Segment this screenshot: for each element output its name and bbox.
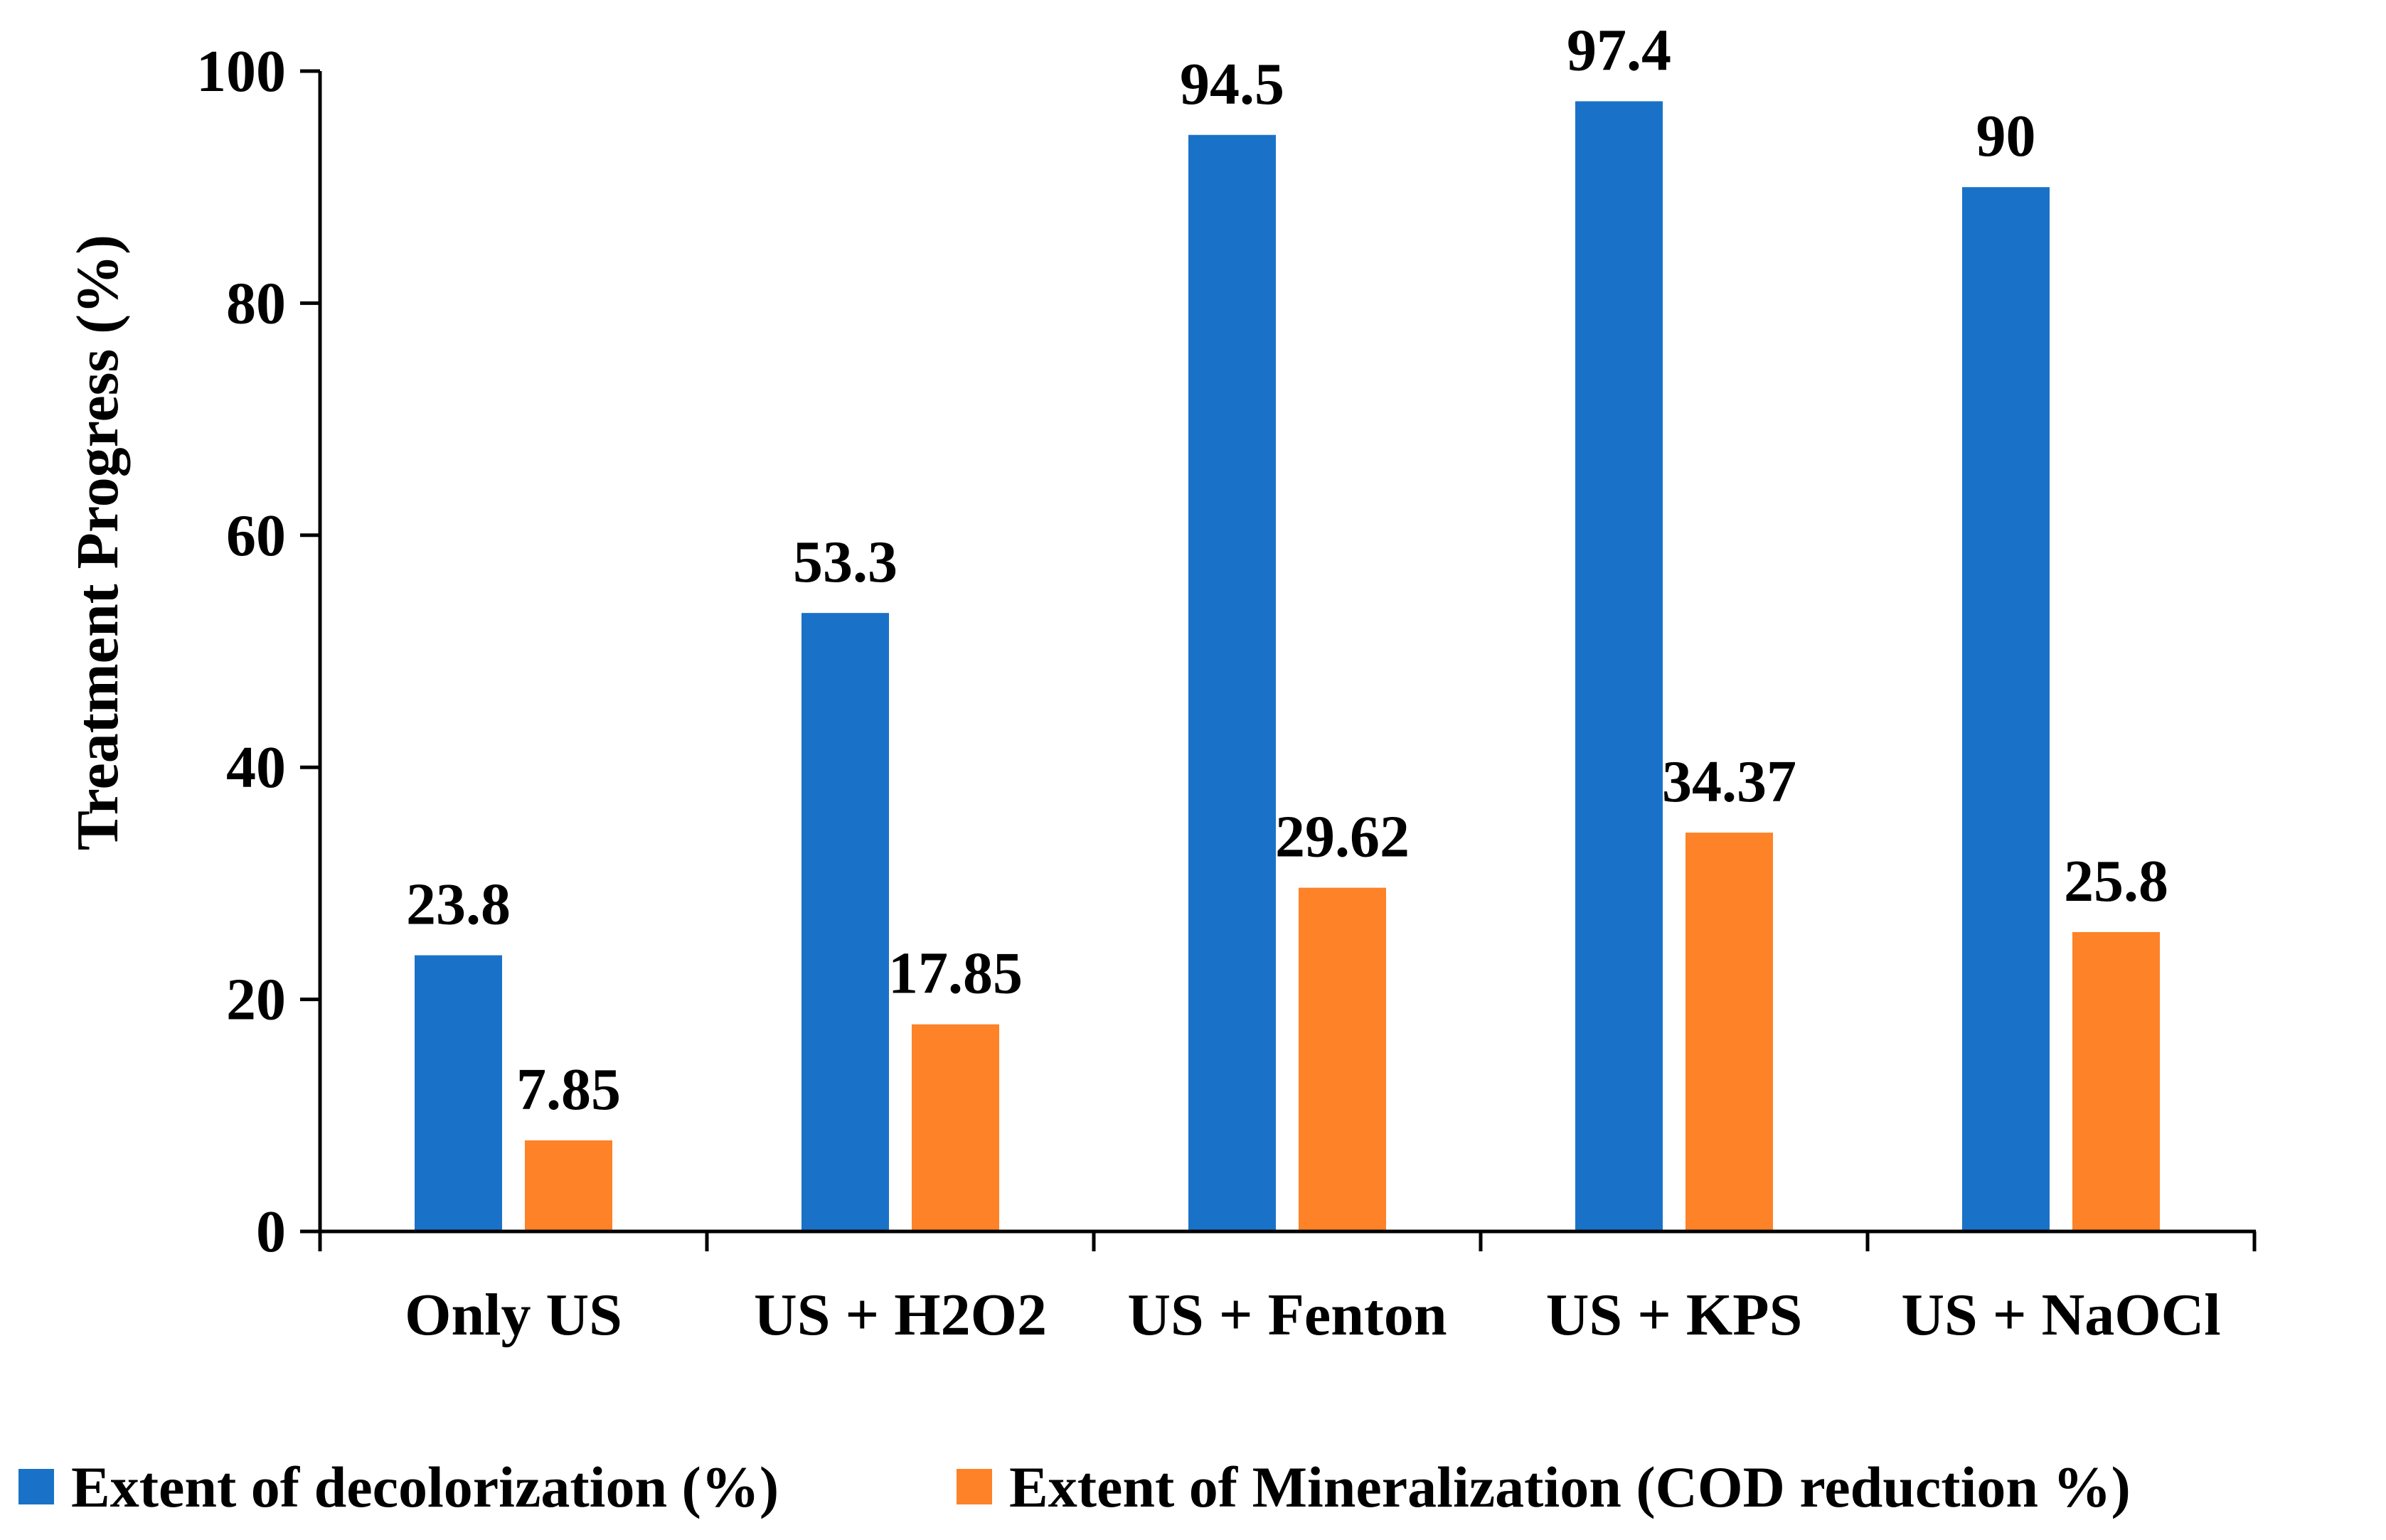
bar-value-label: 34.37 [1662,749,1796,815]
y-tick-label: 60 [226,503,286,569]
bar-value-labels: 23.8 53.3 94.5 97.4 90 7.85 17.85 29.62 34.37 25.… [406,17,2168,1122]
bar-value-label: 94.5 [1180,51,1284,117]
y-tick-label: 0 [256,1199,286,1265]
x-tick-label: Only US [405,1282,622,1348]
bar-value-label: 97.4 [1567,17,1671,83]
bar-mineralization [2072,931,2160,1231]
bar-value-label: 90 [1976,103,2036,169]
y-tick-label: 80 [226,270,286,336]
bar-decolorization [1962,187,2050,1232]
bar-value-label: 23.8 [406,872,511,938]
bar-value-label: 29.62 [1275,804,1410,870]
legend-swatch-decolorization [18,1469,54,1504]
legend-label-mineralization: Extent of Mineralization (COD reduction … [1009,1455,2131,1519]
y-tick-label: 100 [196,38,286,105]
bar-decolorization [801,613,889,1231]
bar-mineralization [525,1140,612,1231]
y-axis-ticks: 0 20 40 60 80 100 [196,38,320,1265]
x-tick-label: US + NaOCl [1901,1282,2220,1348]
legend-swatch-mineralization [957,1469,992,1504]
x-tick-label: US + H2O2 [754,1282,1047,1348]
x-tick-label: US + Fenton [1127,1282,1447,1348]
x-tick-label: US + KPS [1546,1282,1803,1348]
bar-mineralization [1299,887,1386,1231]
bar-value-label: 25.8 [2064,848,2168,914]
x-axis-ticks: Only US US + H2O2 US + Fenton US + KPS US + … [318,1231,2257,1348]
y-axis-label: Treatment Progress (%) [65,235,131,850]
plot-area: 23.8 53.3 94.5 97.4 90 7.85 17.85 29.62 34.37 25.… [196,17,2257,1348]
bars [415,101,2160,1232]
bar-mineralization [912,1024,999,1231]
y-tick-label: 40 [226,734,286,801]
bar-decolorization [1575,101,1663,1231]
bar-value-label: 7.85 [516,1057,621,1123]
legend-label-decolorization: Extent of decolorization (%) [71,1455,779,1519]
bar-decolorization [415,955,502,1231]
legend: Extent of decolorization (%) Extent of M… [18,1455,2131,1519]
bar-value-label: 53.3 [793,529,898,595]
bar-decolorization [1188,134,1276,1231]
bar-value-label: 17.85 [888,941,1023,1007]
y-tick-label: 20 [226,967,286,1033]
bar-mineralization [1685,833,1773,1231]
